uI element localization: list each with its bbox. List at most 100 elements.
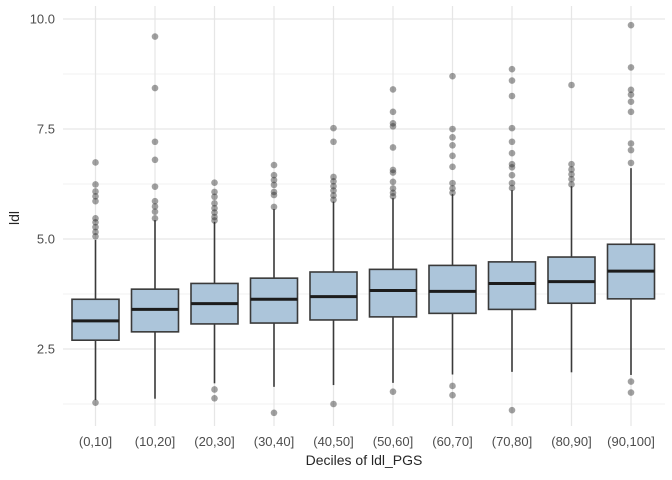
outlier-point [508, 138, 516, 146]
outlier-point [508, 160, 516, 168]
outlier-point [330, 196, 337, 204]
outlier-point [330, 192, 337, 199]
outlier-point [449, 141, 456, 149]
iqr-box [487, 261, 537, 311]
outlier-point [449, 134, 456, 141]
outlier-point [211, 179, 218, 186]
outlier-point [449, 391, 456, 399]
x-tick-label: (70,80] [492, 434, 532, 449]
outlier-point [270, 176, 278, 184]
outlier-point [627, 389, 635, 396]
outlier-point [389, 86, 397, 93]
outlier-point [389, 193, 397, 200]
outlier-point [151, 215, 159, 222]
outlier-point [330, 400, 337, 408]
outlier-point [627, 21, 635, 29]
outlier-point [92, 233, 99, 240]
outlier-point [92, 193, 99, 200]
outlier-point [627, 91, 635, 98]
outlier-point [568, 181, 575, 188]
outlier-point [449, 179, 456, 187]
outlier-point [92, 218, 99, 226]
iqr-box [428, 264, 477, 315]
outlier-point [508, 171, 516, 179]
outlier-point [389, 144, 397, 151]
outlier-point [151, 197, 159, 205]
boxplot-box [190, 179, 239, 402]
outlier-point [211, 200, 218, 207]
outlier-point [389, 178, 397, 186]
boxplot-box [428, 72, 477, 399]
outlier-point [151, 33, 159, 40]
outlier-point [270, 181, 278, 189]
outlier-point [508, 124, 516, 132]
outlier-point [330, 178, 337, 185]
outlier-point [151, 84, 159, 92]
outlier-point [270, 409, 278, 417]
x-tick-label: (30,40] [254, 434, 294, 449]
outlier-point [270, 191, 278, 199]
boxplot-box [487, 65, 537, 414]
outlier-point [508, 149, 516, 157]
outlier-point [568, 160, 575, 168]
outlier-point [449, 189, 456, 197]
outlier-point [330, 173, 337, 181]
outlier-point [330, 124, 337, 132]
outlier-point [151, 138, 159, 146]
outlier-point [330, 138, 337, 146]
boxplot-box [547, 81, 596, 373]
y-axis-title: ldl [6, 210, 22, 226]
outlier-point [508, 184, 516, 192]
outlier-point [92, 215, 99, 222]
boxplot-box [368, 86, 418, 395]
outlier-point [389, 169, 397, 176]
y-tick-label: 5.0 [37, 232, 55, 247]
outlier-point [568, 166, 575, 173]
outlier-point [389, 189, 397, 197]
outlier-point [508, 163, 516, 171]
outlier-point [389, 388, 397, 395]
outlier-point [211, 188, 218, 196]
x-tick-label: (20,30] [194, 434, 234, 449]
outlier-point [449, 152, 456, 160]
outlier-point [627, 108, 635, 116]
boxplot-box [130, 33, 180, 399]
outlier-point [330, 187, 337, 194]
outlier-point [449, 185, 456, 192]
x-tick-label: (90,100] [607, 434, 655, 449]
boxplot-box [249, 161, 299, 417]
outlier-point [151, 203, 159, 210]
outlier-point [627, 140, 635, 147]
outlier-point [92, 399, 99, 406]
x-tick-label: (60,70] [432, 434, 472, 449]
outlier-point [508, 406, 516, 414]
y-tick-label: 7.5 [37, 122, 55, 137]
boxplot-box [71, 159, 120, 406]
outlier-point [92, 223, 99, 231]
outlier-point [211, 386, 218, 393]
outlier-point [627, 98, 635, 106]
outlier-point [449, 163, 456, 171]
outlier-point [211, 204, 218, 212]
outlier-point [627, 64, 635, 71]
outlier-point [568, 175, 575, 183]
outlier-point [627, 159, 635, 167]
outlier-point [627, 378, 635, 385]
outlier-point [92, 228, 99, 236]
outlier-point [508, 179, 516, 187]
outlier-point [389, 123, 397, 130]
outlier-point [92, 181, 99, 188]
outlier-point [389, 185, 397, 192]
outlier-point [330, 182, 337, 190]
outlier-point [92, 159, 99, 166]
outlier-point [270, 203, 278, 211]
outlier-point [389, 119, 397, 127]
outlier-point [449, 125, 456, 133]
x-tick-label: (40,50] [313, 434, 353, 449]
y-tick-label: 2.5 [37, 342, 55, 357]
outlier-point [627, 86, 635, 94]
outlier-point [568, 171, 575, 178]
x-tick-label: (50,60] [373, 434, 413, 449]
